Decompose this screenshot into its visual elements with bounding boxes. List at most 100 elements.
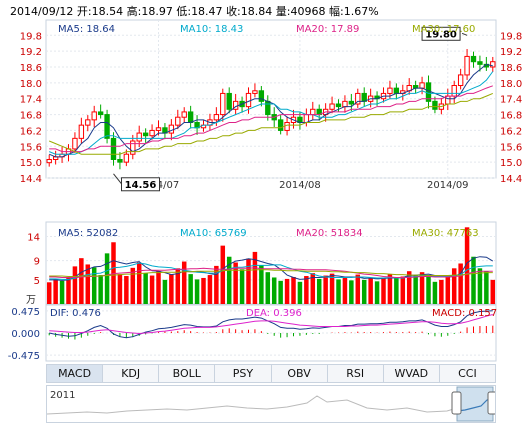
candle-down [277,119,284,131]
annotation-label: 19.80 [425,29,457,40]
annotation-leader [461,32,468,36]
volume-bar-up [130,267,136,304]
price-y-tick-left: 15.6 [20,142,42,153]
volume-bar-up [387,274,393,304]
tab-obv[interactable]: OBV [272,365,328,382]
price-y-tick-left: 15.0 [20,158,42,169]
volume-ma20-line [49,267,493,278]
candle-up [490,61,496,68]
volume-panel: 5 9 14 万 [26,227,496,306]
price-y-tick-right: 18.6 [500,63,522,74]
change-value: 1.67% [343,5,379,18]
candle-up [123,153,130,163]
candle-up [46,159,52,164]
price-y-tick-left: 16.2 [20,126,42,137]
price-x-tick: 2014/08 [279,180,321,191]
candle-up [245,92,252,108]
price-ma10-label: MA10: 18.43 [180,24,243,35]
volume-bar-up [79,258,84,304]
tab-wvad[interactable]: WVAD [384,365,440,382]
price-y-tick-right: 19.2 [500,47,522,58]
navigator-left-handle[interactable] [451,391,462,415]
candle-down [226,92,232,110]
volume-ma30-line [49,269,493,277]
candle-up [130,140,136,155]
volume-bar-down [477,268,483,304]
volume-bar-up [329,273,335,304]
volume-bar-down [239,269,245,304]
annotation-label: 14.56 [125,180,157,191]
volume-bar-up [124,276,129,304]
volume-bar-up [207,275,213,304]
volume-bar-down [471,256,476,304]
volume-bar-down [361,279,367,304]
candle-up [78,124,85,139]
tab-macd[interactable]: MACD [47,365,104,382]
volume-y-tick: 9 [34,257,40,268]
price-y-tick-left: 17.4 [20,95,42,106]
tab-cci[interactable]: CCI [458,367,477,380]
volume-bar-up [439,279,444,304]
volume-bar-down [91,267,97,304]
low-value: 18.47 [191,5,223,18]
volume-bar-down [484,271,489,304]
macd-panel: 0.475 0.000 -0.475 [8,307,496,362]
annotation-box [121,177,160,192]
volume-bar-down [265,272,271,304]
volume-bar-up [368,277,373,304]
candle-down [110,137,117,161]
volume-bar-up [181,261,187,304]
volume-bar-up [291,276,296,304]
volume-bar-up [381,277,386,304]
candle-up [91,111,97,121]
price-panel: 14.4 14.4 15.0 15.0 15.6 15.6 16.2 16.2 16.8 16.8… [20,20,522,192]
price-ma30-label: MA30: 17.60 [412,24,475,35]
price-ma20-line [49,85,493,153]
volume-value: 40968 [290,5,326,18]
volume-bar-down [104,253,110,304]
range-navigator[interactable]: 2011 [46,385,496,423]
price-ma5-line [49,63,493,158]
volume-bar-down [336,279,341,304]
volume-bar-up [53,278,58,304]
volume-bar-down [432,281,438,304]
volume-bar-up [342,276,348,304]
candle-up [213,114,220,121]
volume-bar-up [490,279,496,304]
tab-rsi[interactable]: RSI [328,365,384,382]
volume-bar-up [400,276,406,304]
volume-bar-down [259,265,264,304]
volume-bar-up [201,277,206,304]
candle-up [451,85,457,97]
tab-psy[interactable]: PSY [215,365,272,382]
volume-bar-up [214,265,219,304]
volume-bar-down [143,273,148,304]
candle-up [464,55,470,76]
tab-boll[interactable]: BOLL [159,365,216,382]
volume-bar-down [162,279,168,304]
navigator-right-handle[interactable] [487,391,495,415]
candle-down [470,55,477,63]
candle-up [149,129,155,137]
candle-down [432,100,438,110]
high-label: 高: [126,5,142,18]
macd-label: MACD: 0.157 [432,308,497,319]
stock-chart[interactable]: 14.4 14.4 15.0 15.0 15.6 15.6 16.2 16.2 16.8 16.8… [0,0,524,362]
candle-up [136,132,142,142]
dif-line [49,310,493,339]
candle-up [175,116,181,126]
volume-y-tick: 5 [34,276,40,287]
quote-date: 2014/09/12 [10,5,74,18]
quote-header: 2014/09/12 开:18.54 高:18.97 低:18.47 收:18.… [10,3,379,19]
volume-ma10-label: MA10: 65769 [180,228,247,239]
dif-label: DIF: 0.476 [50,308,101,319]
volume-bar-down [194,279,200,304]
candle-up [72,137,78,150]
candle-up [303,114,310,123]
price-y-tick-right: 16.8 [500,111,522,122]
candle-up [310,108,316,116]
price-y-tick-right: 14.4 [500,174,522,185]
tab-kdj[interactable]: KDJ [103,365,160,382]
macd-y-tick: 0.475 [11,307,40,318]
volume-y-tick: 14 [27,232,40,243]
